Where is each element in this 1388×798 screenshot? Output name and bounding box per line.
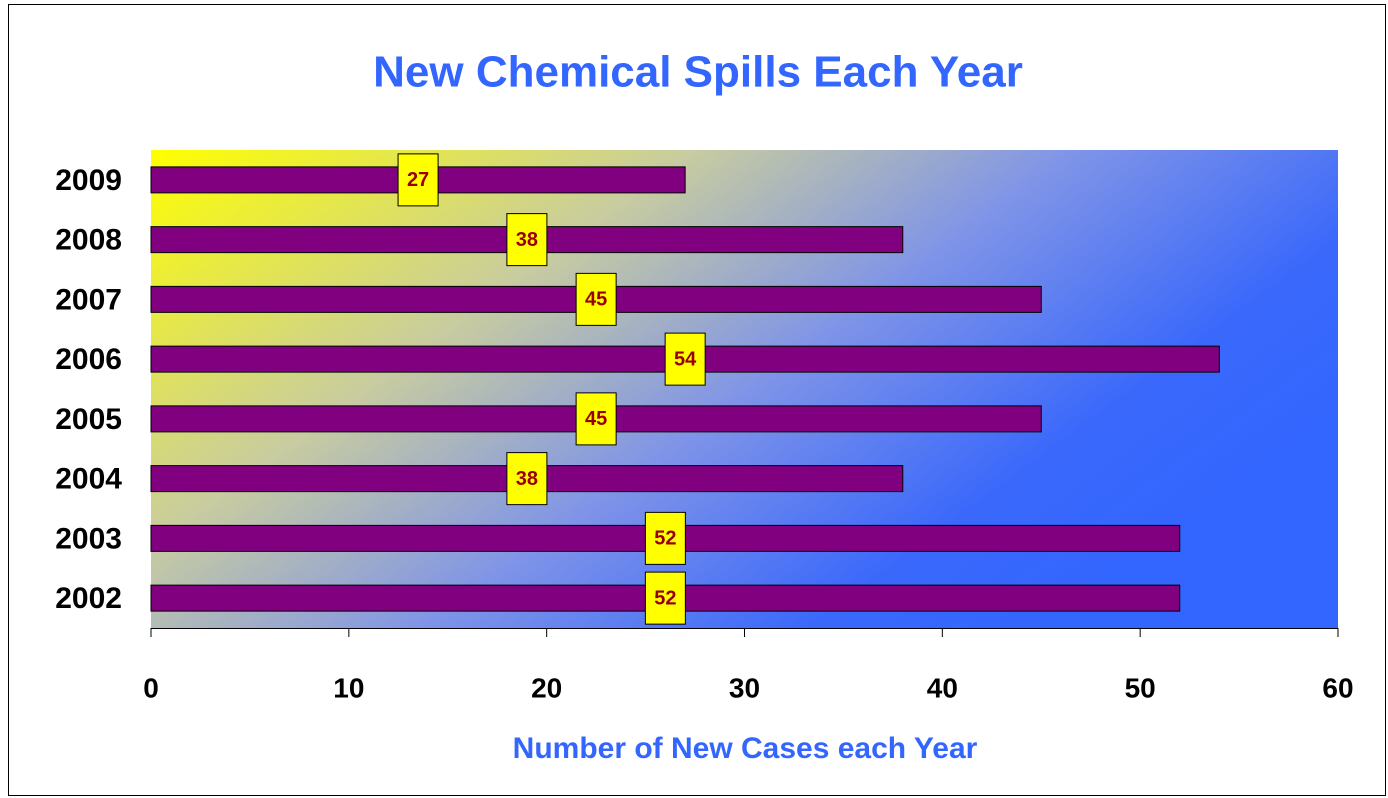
data-label-box (575, 272, 617, 326)
data-label: 54 (674, 348, 697, 370)
x-tick-label: 20 (531, 672, 562, 703)
data-label-box (506, 213, 548, 267)
x-tick-label: 60 (1322, 672, 1353, 703)
data-label-box (397, 153, 439, 207)
data-label: 38 (516, 229, 538, 251)
data-label: 38 (516, 468, 538, 490)
y-tick-label: 2009 (55, 164, 122, 197)
x-axis-title: Number of New Cases each Year (513, 732, 978, 765)
y-tick-label: 2004 (55, 463, 122, 496)
data-label: 52 (654, 528, 676, 550)
data-label: 27 (407, 169, 429, 191)
x-tick-label: 40 (927, 672, 958, 703)
data-label-box (575, 392, 617, 446)
plot-area (151, 150, 1338, 628)
x-tick-label: 0 (143, 672, 159, 703)
data-label-box (644, 511, 686, 565)
chart-title: New Chemical Spills Each Year (373, 48, 1023, 97)
y-tick-label: 2002 (55, 582, 122, 615)
x-tick-label: 50 (1125, 672, 1156, 703)
y-tick-label: 2007 (55, 283, 122, 316)
data-label-box (644, 571, 686, 625)
y-tick-label: 2003 (55, 522, 122, 555)
data-label: 52 (654, 587, 676, 609)
y-tick-label: 2005 (55, 403, 122, 436)
y-tick-label: 2008 (55, 224, 122, 257)
x-tick-label: 10 (333, 672, 364, 703)
data-label-box (664, 332, 706, 386)
data-label: 45 (585, 289, 607, 311)
data-label-box (506, 452, 548, 506)
x-tick-label: 30 (729, 672, 760, 703)
data-label: 45 (585, 408, 607, 430)
y-tick-label: 2006 (55, 343, 122, 376)
